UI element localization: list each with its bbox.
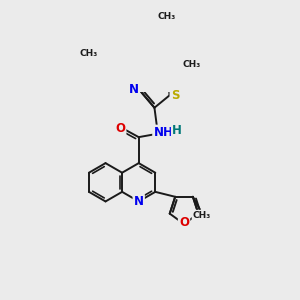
- Text: CH₃: CH₃: [158, 12, 176, 21]
- Text: N: N: [129, 83, 139, 96]
- Text: O: O: [179, 216, 189, 229]
- Text: H: H: [172, 124, 182, 137]
- Text: CH₃: CH₃: [182, 60, 200, 69]
- Text: CH₃: CH₃: [193, 211, 211, 220]
- Text: S: S: [171, 89, 179, 102]
- Text: NH: NH: [153, 126, 173, 139]
- Text: O: O: [115, 122, 125, 135]
- Text: CH₃: CH₃: [80, 49, 98, 58]
- Text: N: N: [134, 195, 144, 208]
